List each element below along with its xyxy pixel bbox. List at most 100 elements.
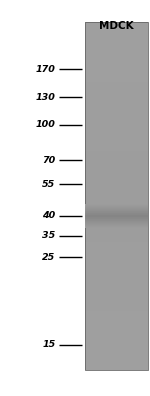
Bar <box>85 24 148 25</box>
Bar <box>85 102 148 103</box>
Bar <box>85 360 148 361</box>
Bar <box>85 338 148 339</box>
Bar <box>85 316 148 317</box>
Bar <box>85 284 148 286</box>
Bar <box>85 191 148 192</box>
Bar <box>85 345 148 346</box>
Bar <box>85 283 148 284</box>
Bar <box>85 266 148 267</box>
Bar <box>85 22 148 370</box>
Bar <box>85 308 148 309</box>
Bar <box>85 129 148 130</box>
Bar <box>85 259 148 260</box>
Bar <box>85 104 148 105</box>
Bar <box>85 322 148 323</box>
Bar <box>85 63 148 64</box>
Bar <box>85 292 148 293</box>
Bar <box>85 50 148 51</box>
Bar <box>85 30 148 31</box>
Bar <box>85 162 148 164</box>
Bar <box>85 209 148 210</box>
Bar <box>85 225 148 226</box>
Bar <box>85 226 148 227</box>
Bar <box>85 287 148 288</box>
Bar <box>85 349 148 350</box>
Bar <box>85 327 148 328</box>
Bar <box>85 137 148 138</box>
Bar <box>85 260 148 261</box>
Bar <box>85 78 148 79</box>
Bar <box>85 182 148 183</box>
Bar <box>85 298 148 299</box>
Bar <box>85 190 148 191</box>
Bar <box>85 333 148 334</box>
Bar <box>85 249 148 251</box>
Bar <box>85 282 148 283</box>
Bar <box>85 267 148 268</box>
Bar <box>85 350 148 352</box>
Bar <box>85 54 148 55</box>
Bar <box>85 290 148 291</box>
Bar <box>85 237 148 238</box>
Bar <box>85 355 148 356</box>
Bar <box>85 228 148 230</box>
Bar <box>85 302 148 303</box>
Bar <box>85 125 148 126</box>
Bar <box>85 254 148 255</box>
Bar <box>85 234 148 236</box>
Bar <box>85 67 148 68</box>
Bar <box>85 124 148 125</box>
Bar <box>85 66 148 67</box>
Bar <box>85 257 148 259</box>
Bar <box>85 265 148 266</box>
Bar <box>85 27 148 28</box>
Bar <box>85 364 148 366</box>
Bar <box>85 143 148 144</box>
Bar <box>85 88 148 89</box>
Bar <box>85 95 148 96</box>
Bar <box>85 96 148 97</box>
Bar <box>85 91 148 93</box>
Bar <box>85 39 148 40</box>
Bar <box>85 100 148 101</box>
Bar <box>85 140 148 141</box>
Bar <box>85 240 148 241</box>
Bar <box>85 289 148 290</box>
Bar <box>85 177 148 179</box>
Bar <box>85 221 148 222</box>
Bar <box>85 145 148 146</box>
Bar <box>85 272 148 273</box>
Bar <box>85 263 148 265</box>
Bar <box>85 169 148 170</box>
Bar <box>85 114 148 115</box>
Bar <box>85 331 148 332</box>
Bar <box>85 119 148 120</box>
Bar <box>85 94 148 95</box>
Bar <box>85 132 148 133</box>
Bar <box>85 196 148 197</box>
Bar <box>85 216 148 217</box>
Bar <box>85 314 148 316</box>
Bar <box>85 141 148 143</box>
Bar <box>85 133 148 135</box>
Bar <box>85 248 148 249</box>
Bar <box>85 112 148 114</box>
Bar <box>85 339 148 340</box>
Bar <box>85 215 148 216</box>
Bar <box>85 368 148 369</box>
Bar <box>85 48 148 50</box>
Bar <box>85 167 148 168</box>
Bar <box>85 247 148 248</box>
Bar <box>85 86 148 87</box>
Bar <box>85 53 148 54</box>
Bar <box>85 213 148 214</box>
Bar <box>85 73 148 74</box>
Bar <box>85 116 148 117</box>
Bar <box>85 311 148 312</box>
Bar <box>85 174 148 175</box>
Bar <box>85 325 148 326</box>
Bar <box>85 253 148 254</box>
Bar <box>85 208 148 209</box>
Bar <box>85 299 148 301</box>
Bar <box>85 362 148 363</box>
